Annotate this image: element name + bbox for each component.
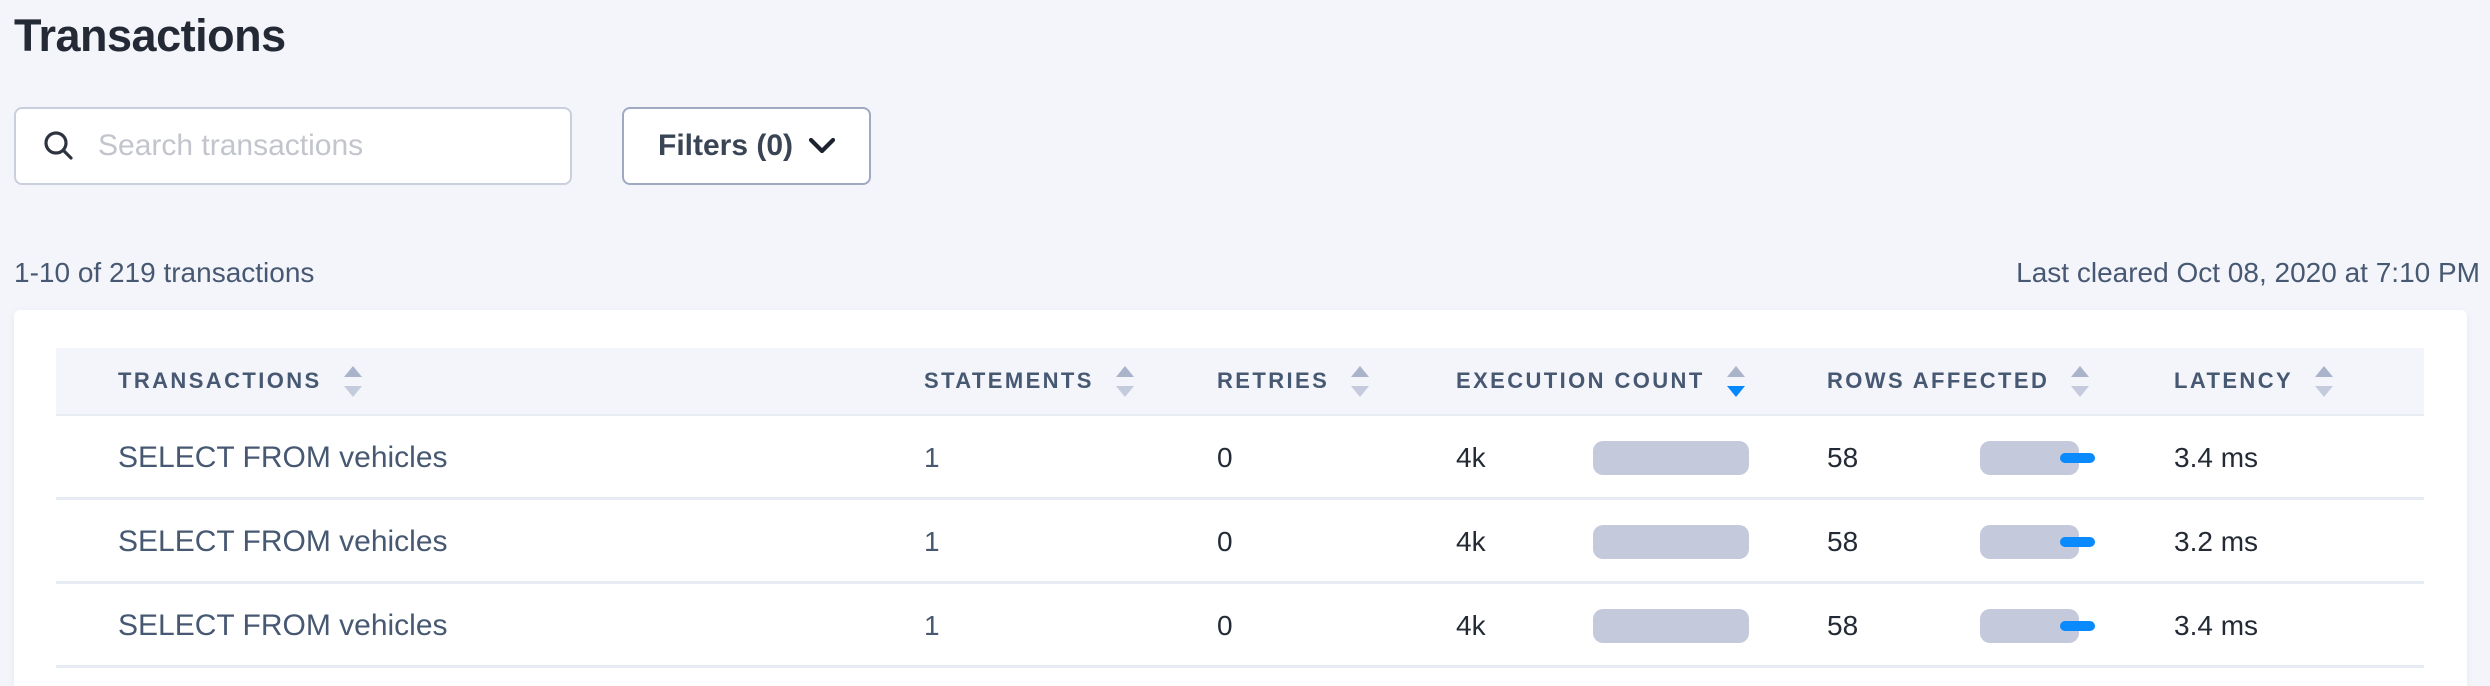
table-row[interactable]: SELECT FROM vehicles 1 0 4k 58 3.4 ms — [56, 416, 2424, 500]
rows-affected-cell: 58 — [1827, 584, 2174, 668]
table-body: SELECT FROM vehicles 1 0 4k 58 3.4 ms SE… — [56, 416, 2424, 668]
filters-button-label: Filters (0) — [658, 129, 794, 162]
rows-affected-cell: 58 — [1827, 416, 2174, 500]
column-header-transactions[interactable]: TRANSACTIONS — [56, 365, 924, 397]
sort-icon — [2071, 365, 2090, 397]
search-box[interactable] — [14, 107, 572, 185]
retries-cell: 0 — [1217, 526, 1233, 557]
search-icon — [44, 131, 73, 160]
latency-cell: 3.4 ms — [2174, 442, 2259, 473]
summary-row: 1-10 of 219 transactions Last cleared Oc… — [14, 256, 2480, 290]
retries-cell: 0 — [1217, 442, 1233, 473]
statements-cell: 1 — [924, 526, 940, 557]
result-count-text: 1-10 of 219 transactions — [14, 257, 315, 288]
stddev-marker — [2060, 537, 2095, 547]
sort-icon — [1726, 365, 1745, 397]
table-header-row: TRANSACTIONS STATEMENTS RETRIES EXECUTIO… — [56, 348, 2424, 416]
column-header-retries[interactable]: RETRIES — [1217, 365, 1456, 397]
chevron-down-icon — [809, 138, 836, 154]
page-title: Transactions — [14, 10, 286, 61]
sort-icon — [1115, 365, 1134, 397]
retries-cell: 0 — [1217, 610, 1233, 641]
stddev-marker — [2060, 621, 2095, 631]
execution-count-cell: 4k — [1456, 584, 1827, 668]
transaction-link[interactable]: SELECT FROM vehicles — [118, 609, 448, 642]
statements-cell: 1 — [924, 610, 940, 641]
execution-count-cell: 4k — [1456, 416, 1827, 500]
sort-icon — [343, 365, 362, 397]
column-header-rows-affected[interactable]: ROWS AFFECTED — [1827, 365, 2174, 397]
execution-count-bar — [1593, 609, 1749, 643]
sort-icon — [2315, 365, 2334, 397]
toolbar: Filters (0) — [14, 107, 2480, 185]
table-row[interactable]: SELECT FROM vehicles 1 0 4k 58 3.2 ms — [56, 500, 2424, 584]
table-row[interactable]: SELECT FROM vehicles 1 0 4k 58 3.4 ms — [56, 584, 2424, 668]
sort-icon — [1351, 365, 1370, 397]
execution-count-bar — [1593, 441, 1749, 475]
transactions-table-panel: TRANSACTIONS STATEMENTS RETRIES EXECUTIO… — [14, 310, 2467, 686]
execution-count-bar — [1593, 525, 1749, 559]
stddev-marker — [2060, 453, 2095, 463]
transaction-link[interactable]: SELECT FROM vehicles — [118, 441, 448, 474]
latency-cell: 3.4 ms — [2174, 610, 2259, 641]
execution-count-cell: 4k — [1456, 500, 1827, 584]
statements-cell: 1 — [924, 442, 940, 473]
transaction-link[interactable]: SELECT FROM vehicles — [118, 525, 448, 558]
column-header-execution-count[interactable]: EXECUTION COUNT — [1456, 365, 1827, 397]
filters-button[interactable]: Filters (0) — [622, 107, 872, 185]
column-header-statements[interactable]: STATEMENTS — [924, 365, 1217, 397]
last-cleared-text: Last cleared Oct 08, 2020 at 7:10 PM — [2016, 257, 2480, 288]
latency-cell: 3.2 ms — [2174, 526, 2259, 557]
column-header-latency[interactable]: LATENCY — [2174, 365, 2424, 397]
rows-affected-cell: 58 — [1827, 500, 2174, 584]
search-input[interactable] — [98, 129, 550, 163]
